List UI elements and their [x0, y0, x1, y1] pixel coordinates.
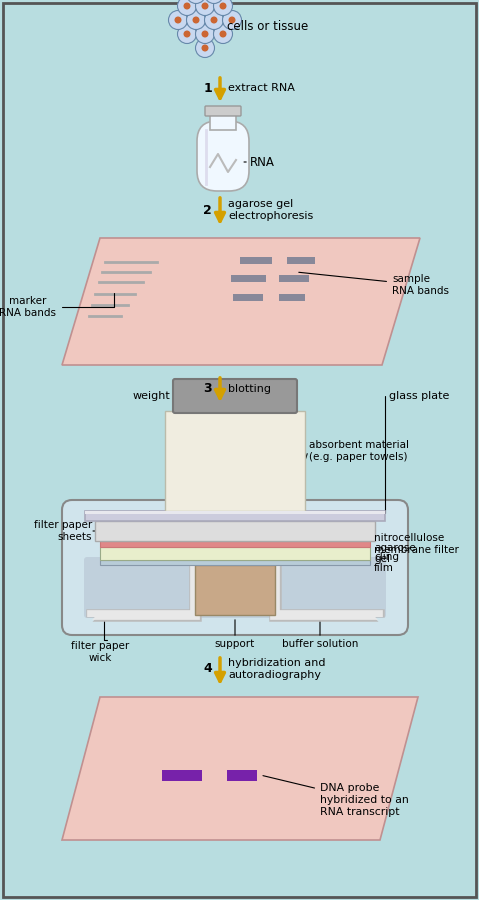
- Bar: [100, 547, 370, 560]
- Text: support: support: [215, 639, 255, 649]
- Circle shape: [169, 11, 187, 30]
- FancyBboxPatch shape: [173, 379, 297, 413]
- Bar: [210, 112, 236, 130]
- Circle shape: [220, 32, 226, 37]
- Bar: [287, 256, 315, 264]
- FancyBboxPatch shape: [197, 121, 249, 191]
- Bar: [100, 560, 370, 565]
- Text: marker
RNA bands: marker RNA bands: [0, 292, 114, 318]
- Circle shape: [223, 11, 241, 30]
- Text: extract RNA: extract RNA: [228, 83, 295, 93]
- Bar: [165, 411, 305, 511]
- FancyBboxPatch shape: [205, 106, 241, 116]
- Text: weight: weight: [132, 391, 170, 401]
- Circle shape: [214, 24, 232, 43]
- Text: 2: 2: [203, 203, 212, 217]
- Circle shape: [193, 17, 199, 22]
- Text: agarose
gel: agarose gel: [374, 543, 416, 564]
- Circle shape: [202, 32, 208, 37]
- Bar: [279, 274, 309, 282]
- FancyBboxPatch shape: [84, 557, 386, 618]
- Circle shape: [178, 24, 196, 43]
- Text: 4: 4: [203, 662, 212, 676]
- Bar: [227, 770, 257, 780]
- Bar: [85, 511, 385, 521]
- Text: blotting: blotting: [228, 384, 271, 394]
- Circle shape: [220, 4, 226, 9]
- Text: glass plate: glass plate: [389, 391, 449, 401]
- Circle shape: [195, 0, 215, 15]
- Circle shape: [211, 17, 217, 22]
- Bar: [230, 274, 265, 282]
- Text: 3: 3: [204, 382, 212, 395]
- Circle shape: [202, 45, 208, 50]
- Text: agarose gel
electrophoresis: agarose gel electrophoresis: [228, 199, 313, 220]
- Bar: [233, 293, 263, 301]
- Circle shape: [229, 17, 235, 22]
- Text: DNA probe
hybridized to an
RNA transcript: DNA probe hybridized to an RNA transcrip…: [263, 776, 409, 816]
- Bar: [85, 511, 385, 514]
- Bar: [240, 256, 273, 264]
- Circle shape: [184, 32, 190, 37]
- Circle shape: [205, 11, 224, 30]
- Text: absorbent material
(e.g. paper towels): absorbent material (e.g. paper towels): [309, 440, 409, 462]
- Text: hybridization and
autoradiography: hybridization and autoradiography: [228, 658, 326, 680]
- Circle shape: [195, 24, 215, 43]
- Bar: [100, 541, 370, 547]
- Text: buffer solution: buffer solution: [282, 639, 358, 649]
- Circle shape: [175, 17, 181, 22]
- Bar: [195, 565, 275, 615]
- Bar: [95, 521, 375, 541]
- Text: nitrocellulose
membrane filter: nitrocellulose membrane filter: [374, 533, 459, 554]
- Polygon shape: [62, 697, 418, 840]
- Circle shape: [186, 0, 205, 4]
- Text: cling
film: cling film: [374, 552, 399, 573]
- Circle shape: [195, 39, 215, 58]
- Circle shape: [202, 4, 208, 9]
- Circle shape: [184, 4, 190, 9]
- FancyBboxPatch shape: [62, 500, 408, 635]
- Circle shape: [214, 0, 232, 15]
- Text: filter paper
wick: filter paper wick: [71, 641, 129, 662]
- Bar: [162, 770, 202, 780]
- Circle shape: [205, 0, 224, 4]
- Text: filter paper
sheets: filter paper sheets: [34, 520, 92, 542]
- Text: sample
RNA bands: sample RNA bands: [299, 273, 449, 296]
- Polygon shape: [62, 238, 420, 365]
- Circle shape: [186, 11, 205, 30]
- Text: RNA: RNA: [250, 156, 275, 168]
- Bar: [279, 293, 305, 301]
- Text: 1: 1: [203, 82, 212, 94]
- Circle shape: [178, 0, 196, 15]
- Text: cells or tissue: cells or tissue: [227, 20, 308, 32]
